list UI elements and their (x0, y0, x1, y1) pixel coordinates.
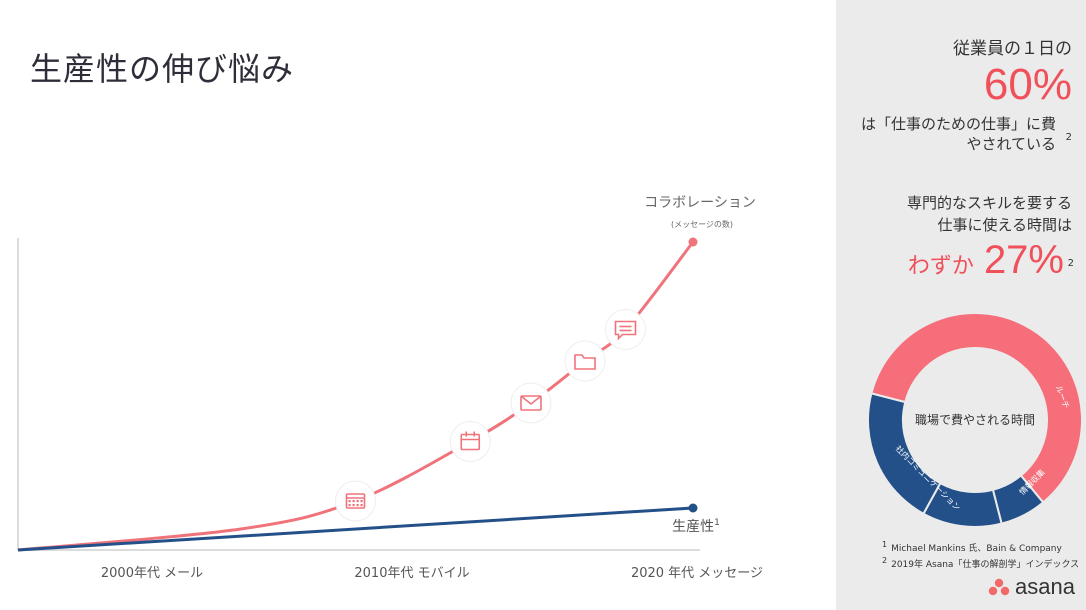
tick-label: 2020 年代 メッセージ (631, 566, 763, 581)
line-chart: 2000年代 メール 2010年代 モバイル 2020 年代 メッセージ コラボ… (17, 195, 763, 581)
stat2-text-line2: 仕事に使える時間は (937, 216, 1072, 234)
stat1-desc: は「仕事のための仕事」に費 やされている (836, 114, 1056, 154)
folder-icon (564, 340, 606, 382)
stat2-prefix: わずか (907, 254, 974, 279)
series-label-collab: コラボレーション (644, 195, 756, 211)
page-title: 生産性の伸び悩み (30, 50, 295, 88)
series-sublabel-collab: (メッセージの数) (671, 219, 733, 229)
footnote-2: 2 2019年 Asana「仕事の解剖学」インデックス (882, 556, 1080, 570)
tick-label: 2000年代 メール (101, 566, 203, 581)
footnote-1: 1 Michael Mankins 氏、Bain & Company (882, 540, 1062, 554)
mail-icon (510, 382, 552, 424)
stat1-footnote-ref: 2 (1065, 132, 1072, 143)
series-endpoint-1 (688, 503, 698, 513)
stat1-value: 60% (983, 60, 1072, 109)
calendar-icon (449, 421, 491, 462)
time-donut-chart: 職場で費やされる時間 ルーチ 情報収集 社内コミュニケーション (867, 312, 1083, 528)
tick-label: 2010年代 モバイル (354, 566, 469, 581)
donut-hole (904, 349, 1046, 491)
slide-main: 生産性の伸び悩み 2000年代 メール 2010年代 モバイル 2020 年代 … (17, 50, 764, 581)
stat2-value: 27% (983, 238, 1064, 282)
stat2-value-row: わずか 27% (908, 238, 1064, 283)
stat1-text: 従業員の１日の (953, 39, 1072, 59)
donut-segment-0 (870, 312, 1083, 504)
series-line-1 (17, 506, 694, 552)
chat-icon (605, 309, 646, 350)
stat2-footnote-ref: 2 (1067, 258, 1074, 269)
stats-sidebar: 従業員の１日の 60% は「仕事のための仕事」に費 やされている 2 専門的なス… (836, 0, 1086, 610)
series-label-productivity: 生産性1 (672, 518, 720, 535)
series-endpoint-0 (688, 237, 698, 247)
donut-center-label: 職場で費やされる時間 (915, 412, 1035, 427)
stat1-desc-line1: は「仕事のための仕事」に費 (860, 115, 1056, 133)
stat2-text-line1: 専門的なスキルを要する (906, 194, 1072, 212)
stat2-text: 専門的なスキルを要する 仕事に使える時間は (842, 192, 1072, 236)
donut-segment-3 (867, 392, 942, 516)
asana-logo-icon (988, 578, 1010, 596)
stat1-desc-line2: やされている (966, 135, 1056, 153)
asana-logo: asana (988, 574, 1075, 600)
logo-text: asana (1015, 574, 1075, 599)
calendar-grid-icon (335, 480, 376, 522)
